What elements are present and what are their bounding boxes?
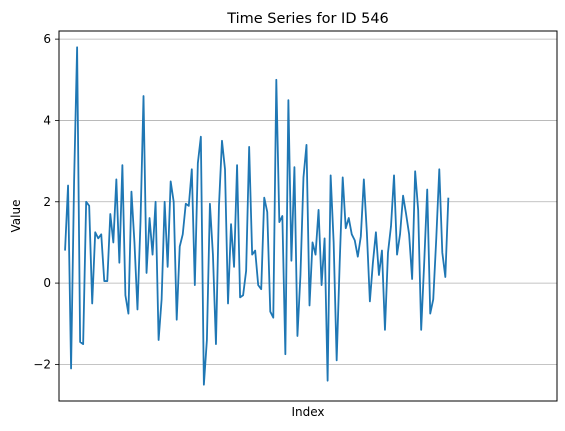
y-axis-ticks: −2 0 2 4 6 <box>33 32 59 371</box>
chart-title: Time Series for ID 546 <box>226 11 389 27</box>
y-tick-label: 6 <box>43 32 51 46</box>
series-lines <box>64 46 450 386</box>
y-tick-label: −2 <box>33 357 51 371</box>
plot-area-frame <box>58 30 558 402</box>
x-axis-label: Index <box>291 405 324 419</box>
series-line <box>64 46 450 386</box>
y-axis-label: Value <box>9 200 23 233</box>
y-tick-label: 0 <box>43 276 51 290</box>
y-tick-label: 4 <box>43 113 51 127</box>
y-tick-label: 2 <box>43 195 51 209</box>
